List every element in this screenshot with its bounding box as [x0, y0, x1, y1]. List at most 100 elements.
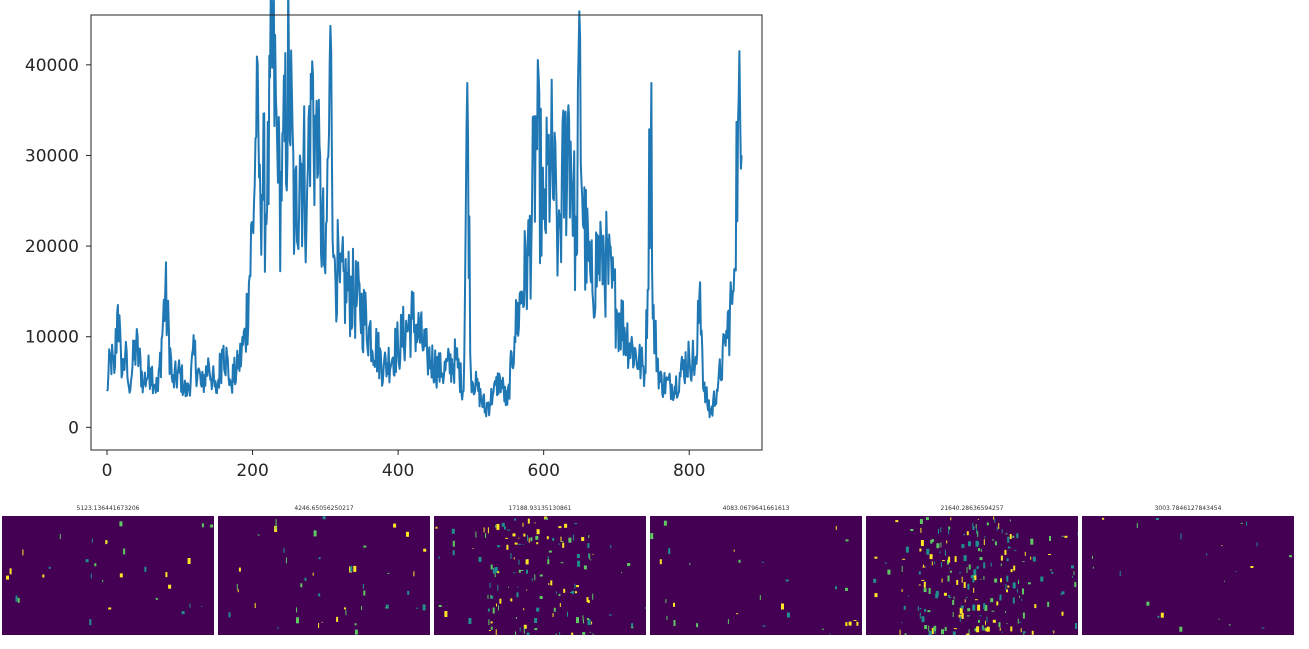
heatmap-cell [965, 597, 968, 599]
heatmap-cell [919, 608, 922, 610]
heatmap-cell [947, 575, 950, 582]
heatmap-cell [560, 541, 564, 543]
heatmap-cell [608, 614, 612, 616]
heatmap-cell [1017, 618, 1019, 624]
heatmap-cell [228, 612, 231, 618]
heatmap-cell [201, 605, 203, 607]
heatmap-cell [478, 556, 482, 562]
heatmap-cell [921, 616, 925, 623]
heatmap-cell [918, 584, 921, 586]
heatmap-cell [1228, 624, 1231, 626]
heatmap-cell [975, 524, 977, 528]
heatmap-cell [631, 623, 634, 628]
heatmap-cell [588, 553, 590, 559]
heatmap-cell [575, 591, 577, 594]
heatmap-cell [947, 559, 949, 565]
heatmap-cell [967, 608, 971, 612]
heatmap-cell [523, 627, 525, 634]
heatmap-cell [472, 548, 474, 550]
heatmap-cell [973, 575, 977, 581]
heatmap-cell [1072, 575, 1073, 578]
heatmap-cell [505, 537, 509, 539]
heatmap-cell [592, 593, 594, 600]
heatmap-image [866, 516, 1078, 635]
heatmap-cell [165, 572, 168, 578]
heatmap-cell [552, 613, 554, 617]
line-chart: 0 200 400 600 800 0 10000 20000 30000 40000 [25, 0, 763, 481]
heatmap-cell [1001, 631, 1003, 633]
heatmap-cell [1246, 521, 1248, 526]
heatmap-cell [993, 516, 995, 520]
heatmap-cell [506, 544, 509, 550]
heatmap-cell [344, 607, 346, 610]
heatmap-cell [576, 554, 580, 558]
heatmap-cell [492, 607, 495, 614]
heatmap-cell [941, 578, 943, 583]
heatmap-cell [1060, 593, 1062, 596]
heatmap-cell [874, 593, 878, 598]
heatmap-cell [531, 578, 533, 582]
heatmap-cell [559, 603, 561, 607]
heatmap-cell [956, 579, 959, 585]
heatmap-cell [966, 531, 969, 536]
heatmap-cell [582, 615, 584, 621]
heatmap-cell [514, 518, 517, 521]
heatmap-cell [494, 567, 498, 573]
heatmap-cell [960, 605, 964, 609]
heatmap-cell [1064, 535, 1068, 538]
heatmap-cell [1051, 571, 1054, 574]
heatmap-cell [15, 595, 18, 602]
heatmap-cell [982, 626, 983, 631]
heatmap-cell [1119, 571, 1121, 576]
heatmap-cell [1092, 555, 1093, 559]
heatmap-cell [923, 564, 924, 568]
heatmap-cell [415, 607, 418, 609]
heatmap-cell [927, 610, 931, 613]
heatmap-cell [924, 625, 928, 630]
heatmap-cell [362, 583, 364, 589]
heatmap-cell [1034, 604, 1037, 609]
heatmap-cell [1000, 563, 1002, 567]
heatmap-cell [829, 633, 831, 635]
heatmap-cell [526, 589, 528, 591]
heatmap-cell [961, 544, 965, 549]
heatmap-cell [931, 539, 934, 543]
heatmap-cell [336, 616, 339, 622]
heatmap-cell [1006, 589, 1008, 593]
heatmap-cell [1030, 538, 1034, 545]
heatmap-cell [490, 626, 493, 630]
heatmap-cell [1010, 547, 1012, 549]
heatmap-cell [923, 588, 927, 593]
heatmap-cell [946, 540, 948, 544]
heatmap-cell [1020, 628, 1022, 633]
heatmap-cell [966, 615, 970, 617]
heatmap-cell [483, 527, 485, 533]
heatmap-cell [1160, 612, 1164, 618]
heatmap-cell [318, 623, 320, 628]
heatmap-cell [1004, 549, 1007, 555]
heatmap-cell [1006, 575, 1009, 582]
heatmap-cell [1018, 580, 1019, 584]
heatmap-cell [275, 519, 277, 526]
heatmap-cell [1146, 601, 1150, 606]
heatmap-cell [534, 574, 536, 581]
heatmap-cell [738, 559, 741, 563]
heatmap-cell [574, 523, 578, 525]
heatmap-cell [576, 617, 579, 624]
heatmap-title: 3003.7846127843454 [1154, 505, 1222, 512]
heatmap-cell [497, 584, 499, 591]
heatmap-cell [345, 610, 347, 616]
heatmap-cell [934, 629, 936, 634]
heatmap-cell [59, 534, 61, 539]
heatmap-cell [610, 545, 612, 549]
heatmap-cell [452, 550, 455, 556]
heatmap-cell [385, 607, 388, 609]
heatmap-cell [435, 526, 438, 529]
plot-frame [90, 14, 763, 451]
heatmap-cell [1012, 582, 1016, 589]
heatmap-title: 17188.93135130861 [508, 505, 572, 512]
heatmap-cell [835, 586, 837, 590]
heatmap-cell [976, 626, 980, 633]
heatmap-cell [423, 548, 427, 552]
heatmap-cell [90, 573, 92, 579]
